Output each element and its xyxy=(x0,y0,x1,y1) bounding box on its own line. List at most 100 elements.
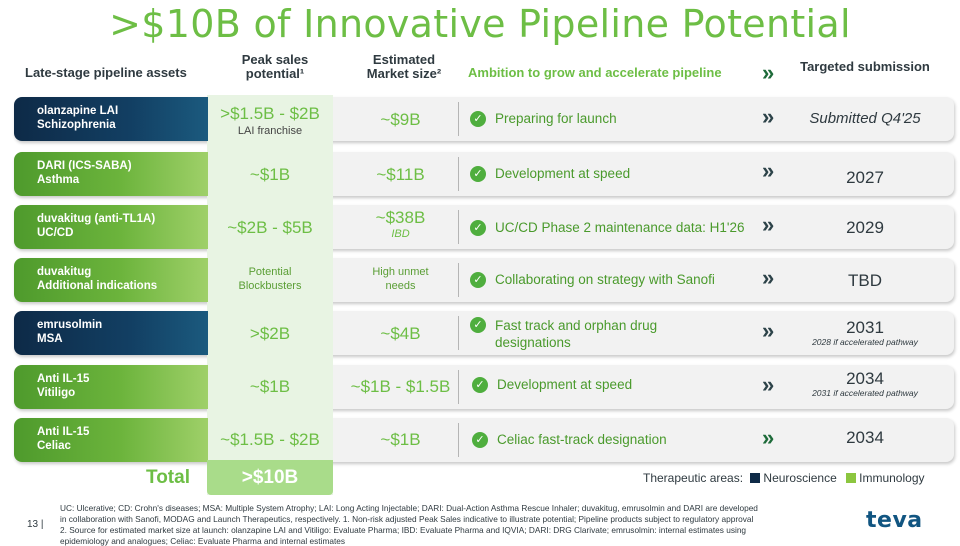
market-size-note: IBD xyxy=(391,228,410,240)
header-assets: Late-stage pipeline assets xyxy=(25,65,187,80)
immunology-swatch xyxy=(846,473,857,483)
chevron-icon: » xyxy=(762,158,775,183)
market-size-value: ~$1B xyxy=(380,430,421,449)
target-note: 2028 if accelerated pathway xyxy=(812,337,918,347)
peak-sales-line: Blockbusters xyxy=(238,280,302,292)
header-market-line2: Market size² xyxy=(366,66,442,81)
check-circle-icon: ✓ xyxy=(470,272,486,288)
target-note: 2031 if accelerated pathway xyxy=(812,388,918,398)
chevron-icon: » xyxy=(762,372,775,397)
check-circle-icon: ✓ xyxy=(470,220,486,236)
asset-label: duvakitug (anti-TL1A) UC/CD xyxy=(14,205,208,249)
ambition-text: UC/CD Phase 2 maintenance data: H1'26 xyxy=(495,220,745,235)
therapeutic-areas-legend: Therapeutic areas: Neuroscience Immunolo… xyxy=(643,471,925,485)
asset-indication: Additional indications xyxy=(37,280,158,292)
asset-label: DARI (ICS-SABA) Asthma xyxy=(14,152,208,196)
chevron-icon: » xyxy=(762,265,775,290)
market-size-cell: High unmet needs xyxy=(343,265,458,293)
ambition-text: Collaborating on strategy with Sanofi xyxy=(495,272,715,287)
target-submission: 2034 xyxy=(846,428,884,447)
footnotes: UC: Ulcerative; CD: Crohn's diseases; MS… xyxy=(60,503,835,546)
header-peak-sales: Peak sales potential¹ xyxy=(210,53,340,81)
market-size-value: ~$9B xyxy=(380,110,421,129)
market-size-line: needs xyxy=(385,280,416,292)
ambition-line: designations xyxy=(495,335,571,350)
divider xyxy=(458,263,459,297)
divider xyxy=(458,423,459,457)
asset-indication: UC/CD xyxy=(37,227,74,239)
footnote-line: epidemiology and analogues; Celiac: Eval… xyxy=(60,536,346,546)
ambition-text: Preparing for launch xyxy=(495,111,617,126)
chevron-icon: » xyxy=(762,104,775,129)
check-circle-icon: ✓ xyxy=(472,432,488,448)
ambition-text: Fast track and orphan drug designations xyxy=(495,317,657,351)
peak-sales-line: Potential xyxy=(248,266,292,278)
footnote-line: 2. Source for estimated market size at l… xyxy=(60,525,747,535)
page-title: >$10B of Innovative Pipeline Potential xyxy=(109,2,851,46)
legend-immunology: Immunology xyxy=(859,471,925,485)
asset-label: emrusolmin MSA xyxy=(14,311,208,355)
asset-name: olanzapine LAI xyxy=(37,105,119,117)
divider xyxy=(458,102,459,136)
target-submission: 2034 xyxy=(846,369,884,388)
market-size-value: ~$38B xyxy=(375,208,426,227)
peak-sales-value: ~$2B - $5B xyxy=(227,218,313,237)
target-submission: TBD xyxy=(848,271,882,290)
asset-indication: Asthma xyxy=(37,174,80,186)
ambition-text: Development at speed xyxy=(495,166,631,181)
teva-logo: teva xyxy=(866,508,923,533)
peak-sales-cell: >$1.5B - $2B LAI franchise xyxy=(207,104,333,137)
peak-sales-value: >$1.5B - $2B xyxy=(220,104,320,123)
asset-indication: Celiac xyxy=(37,440,71,452)
legend-neuroscience: Neuroscience xyxy=(763,471,837,485)
chevron-icon: » xyxy=(762,212,775,237)
asset-name: DARI (ICS-SABA) xyxy=(37,160,132,172)
divider xyxy=(458,316,459,350)
asset-name: emrusolmin xyxy=(37,319,103,331)
check-circle-icon: ✓ xyxy=(470,166,486,182)
header-ambition: Ambition to grow and accelerate pipeline xyxy=(468,65,722,80)
target-submission: 2031 xyxy=(846,318,884,337)
peak-sales-value: >$2B xyxy=(249,324,291,343)
header-peak-line2: potential¹ xyxy=(245,66,305,81)
asset-name: duvakitug (anti-TL1A) xyxy=(37,213,156,225)
asset-indication: Schizophrenia xyxy=(37,119,116,131)
header-market-line1: Estimated xyxy=(372,52,436,67)
market-size-cell: ~$38B IBD xyxy=(343,208,458,240)
divider xyxy=(458,210,459,244)
asset-label: olanzapine LAI Schizophrenia xyxy=(14,97,208,141)
asset-label: Anti IL-15 Vitiligo xyxy=(14,365,208,409)
target-submission: Submitted Q4'25 xyxy=(809,110,921,127)
header-targeted-submission: Targeted submission xyxy=(800,59,930,74)
asset-indication: Vitiligo xyxy=(37,387,76,399)
chevron-icon: » xyxy=(762,425,775,450)
market-size-value: ~$4B xyxy=(380,324,421,343)
peak-sales-value: ~$1B xyxy=(249,377,291,396)
header-peak-line1: Peak sales xyxy=(241,52,309,67)
divider xyxy=(458,370,459,404)
asset-name: Anti IL-15 xyxy=(37,373,90,385)
ambition-text: Celiac fast-track designation xyxy=(497,432,667,447)
asset-label: duvakitug Additional indications xyxy=(14,258,208,302)
peak-sales-value: ~$1.5B - $2B xyxy=(220,430,320,449)
asset-label: Anti IL-15 Celiac xyxy=(14,418,208,462)
divider xyxy=(458,157,459,191)
target-submission: 2027 xyxy=(846,168,884,187)
market-size-value: ~$1B - $1.5B xyxy=(350,377,451,396)
peak-sales-value: ~$1B xyxy=(249,165,291,184)
market-size-value: ~$11B xyxy=(376,165,425,184)
peak-sales-note: LAI franchise xyxy=(237,125,303,137)
total-label: Total xyxy=(146,467,190,488)
legend-label: Therapeutic areas: xyxy=(643,471,744,485)
asset-indication: MSA xyxy=(37,333,63,345)
check-circle-icon: ✓ xyxy=(470,317,486,333)
target-submission: 2029 xyxy=(846,218,884,237)
footnote-line: in collaboration with Sanofi, MODAG and … xyxy=(60,514,754,524)
check-circle-icon: ✓ xyxy=(472,377,488,393)
peak-sales-column-band xyxy=(207,95,333,495)
peak-sales-cell: Potential Blockbusters xyxy=(207,265,333,293)
chevron-icon: » xyxy=(762,318,775,343)
header-chevron-icon: » xyxy=(762,60,775,85)
neuroscience-swatch xyxy=(750,473,761,483)
page-number: 13 | xyxy=(27,519,44,530)
